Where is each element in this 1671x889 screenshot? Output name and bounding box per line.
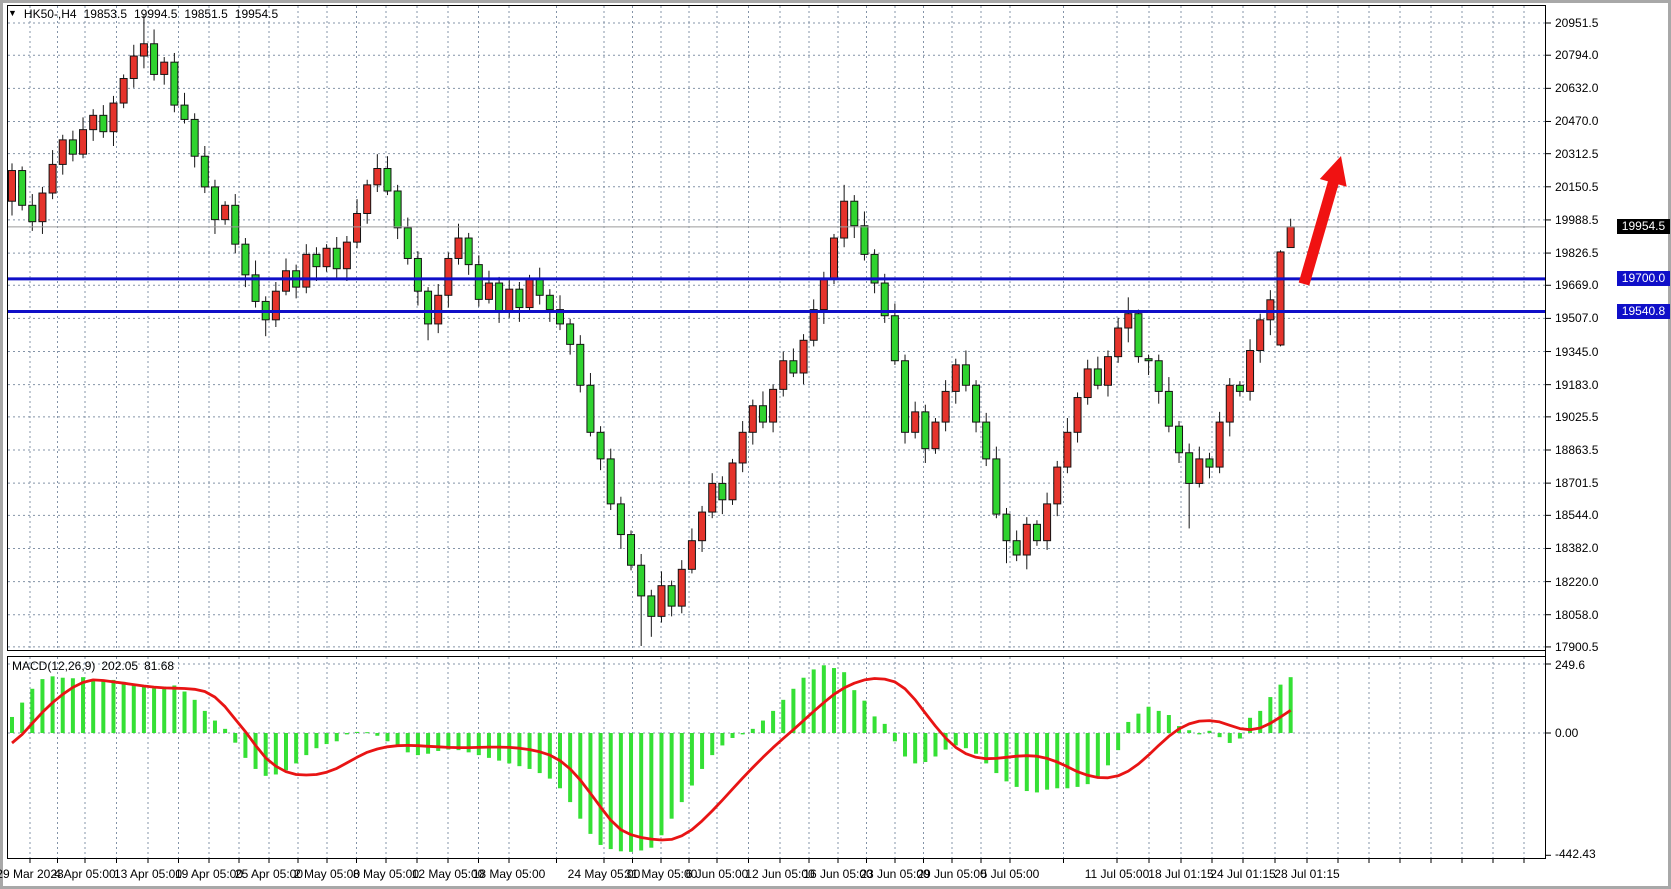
time-axis-label: 31 May 05:00 bbox=[624, 867, 698, 881]
resistance-line-badge: 19700.0 bbox=[1617, 271, 1670, 287]
time-axis-label: 18 May 05:00 bbox=[472, 867, 546, 881]
quote-low: 19851.5 bbox=[184, 7, 228, 21]
macd-signal-line bbox=[11, 677, 1292, 842]
time-axis-label: 29 Jun 05:00 bbox=[917, 867, 987, 881]
quote-high: 19994.5 bbox=[134, 7, 178, 21]
time-axis-label: 5 Jul 05:00 bbox=[980, 867, 1040, 881]
time-axis-label: 12 May 05:00 bbox=[411, 867, 485, 881]
price-axis-label: 18382.0 bbox=[1555, 541, 1599, 556]
time-axis-label: 19 Apr 05:00 bbox=[174, 867, 244, 881]
price-axis-label: 18220.0 bbox=[1555, 574, 1599, 589]
time-axis-label: 8 May 05:00 bbox=[352, 867, 420, 881]
time-axis-label: 25 Apr 05:00 bbox=[234, 867, 304, 881]
price-axis-label: 20312.5 bbox=[1555, 146, 1599, 161]
chevron-down-icon[interactable]: ▼ bbox=[8, 8, 17, 18]
price-axis-label: 19025.5 bbox=[1555, 409, 1599, 424]
price-axis-label: 17900.5 bbox=[1555, 639, 1599, 654]
time-axis-label: 18 Jul 01:15 bbox=[1148, 867, 1214, 881]
time-axis-label: 12 Jun 05:00 bbox=[745, 867, 815, 881]
price-axis-label: 20632.0 bbox=[1555, 81, 1599, 96]
time-axis-label: 16 Jun 05:00 bbox=[803, 867, 873, 881]
time-axis-label: 13 Apr 05:00 bbox=[113, 867, 183, 881]
macd-indicator-label: MACD(12,26,9) 202.05 81.68 bbox=[12, 659, 174, 673]
macd-axis-label: 0.00 bbox=[1555, 726, 1579, 740]
price-axis-label: 20794.0 bbox=[1555, 48, 1599, 63]
price-axis-label: 18544.0 bbox=[1555, 508, 1599, 523]
time-axis-label: 28 Jul 01:15 bbox=[1274, 867, 1340, 881]
price-axis-label: 19345.0 bbox=[1555, 344, 1599, 359]
time-axis-label: 2 May 05:00 bbox=[293, 867, 361, 881]
macd-name: MACD(12,26,9) bbox=[12, 659, 96, 673]
trend-arrow[interactable] bbox=[1298, 156, 1347, 286]
price-panel-frame bbox=[7, 5, 1546, 651]
time-axis-label: 23 Jun 05:00 bbox=[860, 867, 930, 881]
support-line-badge: 19540.8 bbox=[1617, 303, 1670, 319]
grid bbox=[8, 6, 1545, 858]
symbol-ohlc-label: ▼ HK50-,H4 19853.5 19994.5 19851.5 19954… bbox=[8, 7, 278, 21]
current-price-badge: 19954.5 bbox=[1617, 219, 1670, 235]
price-axis-label: 18058.0 bbox=[1555, 607, 1599, 622]
macd-axis-label: -442.43 bbox=[1555, 847, 1596, 862]
quote-open: 19853.5 bbox=[83, 7, 127, 21]
price-axis-label: 20150.5 bbox=[1555, 179, 1599, 194]
symbol-period-text: HK50-,H4 bbox=[23, 7, 77, 21]
time-axis-label: 29 Mar 2023 bbox=[0, 867, 64, 881]
time-axis-label: 11 Jul 05:00 bbox=[1084, 867, 1150, 881]
price-axis-label: 20951.5 bbox=[1555, 16, 1599, 30]
price-axis-label: 19669.0 bbox=[1555, 278, 1599, 293]
macd-axis-label: 249.6 bbox=[1555, 658, 1586, 672]
time-axis-label: 4 Apr 05:00 bbox=[54, 867, 116, 881]
price-axis-label: 19183.0 bbox=[1555, 377, 1599, 392]
macd-panel-frame bbox=[7, 656, 1546, 859]
macd-value: 202.05 bbox=[101, 659, 139, 673]
time-axis-label: 6 Jun 05:00 bbox=[685, 867, 749, 881]
time-axis-label: 24 Jul 01:15 bbox=[1210, 867, 1276, 881]
price-axis-label: 18701.5 bbox=[1555, 476, 1599, 491]
quote-close: 19954.5 bbox=[234, 7, 279, 21]
price-axis-label: 19988.5 bbox=[1555, 212, 1599, 227]
price-axis-label: 20470.0 bbox=[1555, 114, 1599, 129]
price-axis-label: 19507.0 bbox=[1555, 311, 1599, 326]
price-axis-label: 19826.5 bbox=[1555, 246, 1599, 261]
macd-signal-value: 81.68 bbox=[144, 659, 175, 673]
time-axis-label: 24 May 05:00 bbox=[567, 867, 641, 881]
price-axis-label: 18863.5 bbox=[1555, 442, 1599, 457]
